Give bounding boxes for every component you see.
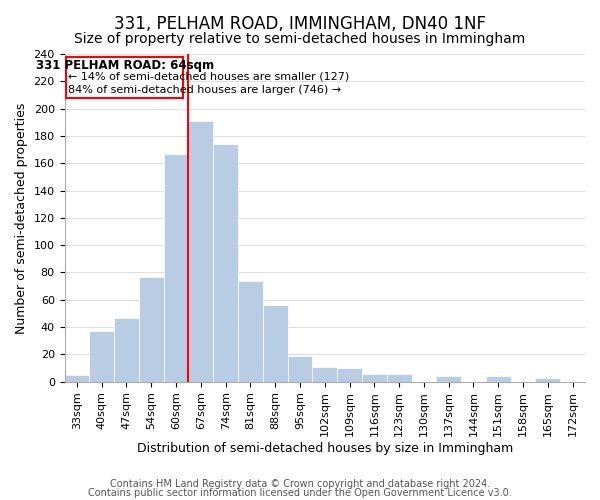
Bar [65,375,89,382]
Text: Contains HM Land Registry data © Crown copyright and database right 2024.: Contains HM Land Registry data © Crown c… [110,479,490,489]
Bar [164,154,188,382]
Bar [114,318,139,382]
Bar [387,374,412,382]
Bar [486,376,511,382]
Bar [139,276,164,382]
Bar [436,376,461,382]
Bar [213,144,238,382]
Text: Size of property relative to semi-detached houses in Immingham: Size of property relative to semi-detach… [74,32,526,46]
FancyBboxPatch shape [66,56,184,98]
Text: 331 PELHAM ROAD: 64sqm: 331 PELHAM ROAD: 64sqm [35,59,214,72]
Bar [535,378,560,382]
Bar [238,280,263,382]
Bar [337,368,362,382]
Text: Contains public sector information licensed under the Open Government Licence v3: Contains public sector information licen… [88,488,512,498]
Bar [89,331,114,382]
Text: 84% of semi-detached houses are larger (746) →: 84% of semi-detached houses are larger (… [68,86,341,96]
Bar [313,366,337,382]
Bar [263,306,287,382]
Text: ← 14% of semi-detached houses are smaller (127): ← 14% of semi-detached houses are smalle… [68,72,349,82]
Bar [362,374,387,382]
Text: 331, PELHAM ROAD, IMMINGHAM, DN40 1NF: 331, PELHAM ROAD, IMMINGHAM, DN40 1NF [114,15,486,33]
Bar [287,356,313,382]
Bar [188,121,213,382]
X-axis label: Distribution of semi-detached houses by size in Immingham: Distribution of semi-detached houses by … [137,442,513,455]
Y-axis label: Number of semi-detached properties: Number of semi-detached properties [15,102,28,334]
